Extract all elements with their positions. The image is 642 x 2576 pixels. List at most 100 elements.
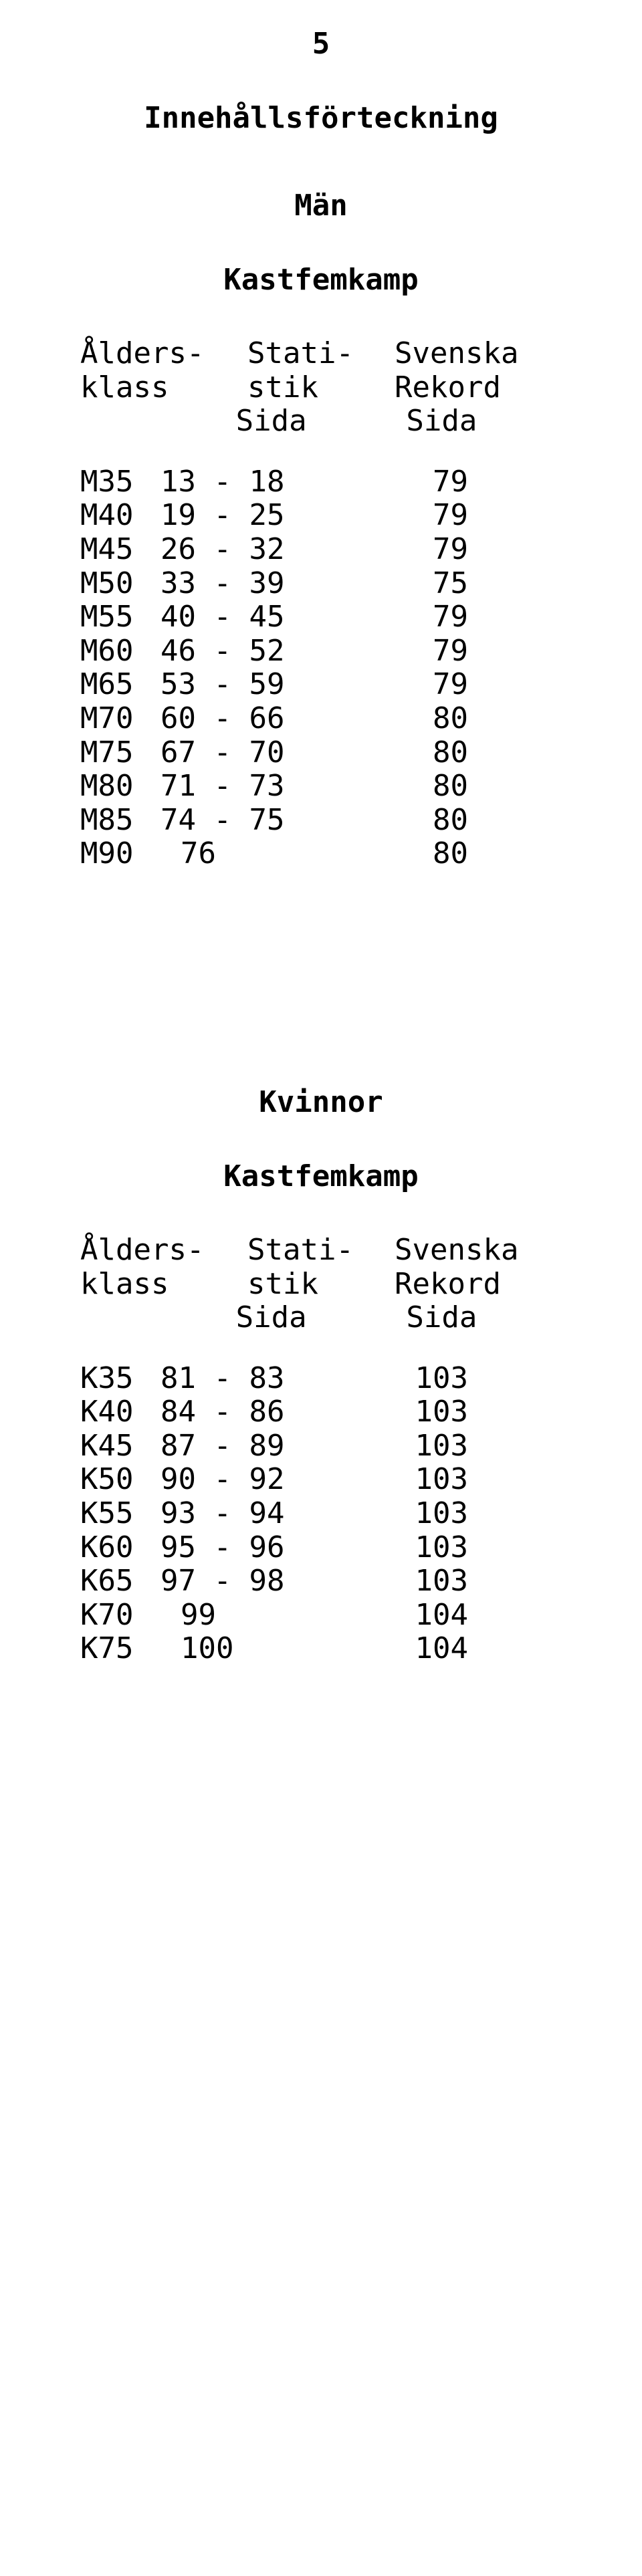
women-table: K3581 - 83103K4084 - 86103K4587 - 89103K… xyxy=(80,1362,562,1666)
table-row: M7060 - 6680 xyxy=(80,702,562,736)
cell-page: 80 xyxy=(388,837,468,871)
hdr-alders: Ålders- xyxy=(80,337,247,371)
cell-range: 26 - 32 xyxy=(160,533,388,567)
column-headers-men: Ålders- Stati- Svenska klass stik Rekord… xyxy=(80,337,562,439)
cell-page: 103 xyxy=(388,1362,468,1396)
table-row: M6553 - 5979 xyxy=(80,668,562,702)
cell-klass: K75 xyxy=(80,1632,160,1666)
gender-heading-women: Kvinnor xyxy=(40,1085,602,1119)
cell-klass: M70 xyxy=(80,702,160,736)
cell-klass: K70 xyxy=(80,1599,160,1633)
table-row: K6597 - 98103 xyxy=(80,1564,562,1599)
title-main: Innehållsförteckning xyxy=(40,101,602,135)
cell-range: 71 - 73 xyxy=(160,770,388,804)
table-row: K6095 - 96103 xyxy=(80,1531,562,1565)
hdr-stati: Stati- xyxy=(247,337,395,371)
page: 5 Innehållsförteckning Män Kastfemkamp Å… xyxy=(0,0,642,2576)
cell-page: 103 xyxy=(388,1395,468,1429)
cell-klass: M55 xyxy=(80,600,160,634)
cell-range: 87 - 89 xyxy=(160,1429,388,1463)
event-heading-women: Kastfemkamp xyxy=(40,1159,602,1193)
cell-range: 99 xyxy=(160,1599,388,1633)
hdr-svenska: Svenska xyxy=(395,1234,562,1268)
table-row: M3513 - 1879 xyxy=(80,465,562,499)
cell-range: 97 - 98 xyxy=(160,1564,388,1599)
hdr-rekord: Rekord xyxy=(395,371,562,405)
cell-range: 76 xyxy=(160,837,388,871)
cell-range: 53 - 59 xyxy=(160,668,388,702)
cell-range: 19 - 25 xyxy=(160,499,388,533)
table-row: M6046 - 5279 xyxy=(80,634,562,669)
cell-klass: K40 xyxy=(80,1395,160,1429)
gender-heading-men: Män xyxy=(40,189,602,223)
cell-klass: M35 xyxy=(80,465,160,499)
cell-page: 79 xyxy=(388,668,468,702)
table-row: K5593 - 94103 xyxy=(80,1497,562,1531)
cell-range: 95 - 96 xyxy=(160,1531,388,1565)
table-row: M8071 - 7380 xyxy=(80,770,562,804)
cell-range: 93 - 94 xyxy=(160,1497,388,1531)
table-row: K3581 - 83103 xyxy=(80,1362,562,1396)
cell-page: 79 xyxy=(388,533,468,567)
cell-range: 81 - 83 xyxy=(160,1362,388,1396)
hdr-stik: stik xyxy=(247,1268,395,1302)
cell-range: 90 - 92 xyxy=(160,1463,388,1497)
hdr-empty xyxy=(80,404,236,439)
cell-page: 104 xyxy=(388,1632,468,1666)
cell-page: 103 xyxy=(388,1564,468,1599)
hdr-stik: stik xyxy=(247,371,395,405)
cell-klass: K55 xyxy=(80,1497,160,1531)
hdr-klass: klass xyxy=(80,1268,247,1302)
cell-page: 80 xyxy=(388,702,468,736)
hdr-rekord: Rekord xyxy=(395,1268,562,1302)
hdr-sida1: Sida xyxy=(236,1301,373,1335)
page-number: 5 xyxy=(40,27,602,61)
cell-klass: M50 xyxy=(80,567,160,601)
hdr-klass: klass xyxy=(80,371,247,405)
cell-klass: M75 xyxy=(80,736,160,770)
hdr-sida2: Sida xyxy=(372,1301,562,1335)
hdr-svenska: Svenska xyxy=(395,337,562,371)
table-row: K4587 - 89103 xyxy=(80,1429,562,1463)
cell-page: 103 xyxy=(388,1463,468,1497)
table-row: K7099104 xyxy=(80,1599,562,1633)
cell-range: 40 - 45 xyxy=(160,600,388,634)
cell-page: 79 xyxy=(388,499,468,533)
table-row: M4526 - 3279 xyxy=(80,533,562,567)
hdr-empty xyxy=(80,1301,236,1335)
cell-page: 79 xyxy=(388,600,468,634)
cell-page: 80 xyxy=(388,736,468,770)
cell-range: 13 - 18 xyxy=(160,465,388,499)
cell-range: 60 - 66 xyxy=(160,702,388,736)
cell-page: 103 xyxy=(388,1531,468,1565)
cell-klass: K65 xyxy=(80,1564,160,1599)
cell-page: 80 xyxy=(388,804,468,838)
hdr-stati: Stati- xyxy=(247,1234,395,1268)
cell-range: 100 xyxy=(160,1632,388,1666)
table-row: M8574 - 7580 xyxy=(80,804,562,838)
column-headers-women: Ålders- Stati- Svenska klass stik Rekord… xyxy=(80,1234,562,1335)
cell-range: 84 - 86 xyxy=(160,1395,388,1429)
table-row: M907680 xyxy=(80,837,562,871)
cell-page: 104 xyxy=(388,1599,468,1633)
cell-klass: K50 xyxy=(80,1463,160,1497)
cell-klass: M80 xyxy=(80,770,160,804)
cell-klass: M45 xyxy=(80,533,160,567)
cell-page: 79 xyxy=(388,634,468,669)
cell-klass: K35 xyxy=(80,1362,160,1396)
table-row: M5033 - 3975 xyxy=(80,567,562,601)
cell-page: 103 xyxy=(388,1429,468,1463)
cell-klass: M85 xyxy=(80,804,160,838)
men-table: M3513 - 1879M4019 - 2579M4526 - 3279M503… xyxy=(80,465,562,871)
cell-page: 79 xyxy=(388,465,468,499)
cell-klass: K60 xyxy=(80,1531,160,1565)
table-row: M5540 - 4579 xyxy=(80,600,562,634)
cell-range: 33 - 39 xyxy=(160,567,388,601)
event-heading-men: Kastfemkamp xyxy=(40,263,602,297)
hdr-sida1: Sida xyxy=(236,404,373,439)
table-row: M7567 - 7080 xyxy=(80,736,562,770)
cell-klass: M90 xyxy=(80,837,160,871)
cell-page: 103 xyxy=(388,1497,468,1531)
hdr-sida2: Sida xyxy=(372,404,562,439)
cell-page: 75 xyxy=(388,567,468,601)
